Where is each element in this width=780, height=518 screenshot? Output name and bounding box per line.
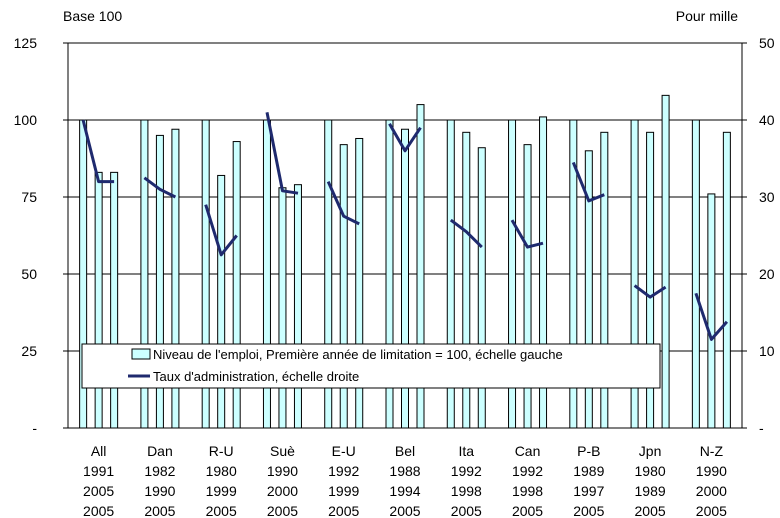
employment-bar xyxy=(722,131,731,429)
right-tick-label: 30 xyxy=(759,189,775,205)
rate-line xyxy=(449,218,483,249)
x-label-country: Bel xyxy=(395,443,415,459)
rate-lines xyxy=(81,112,729,341)
x-label-year: 2005 xyxy=(512,503,543,518)
employment-bar xyxy=(707,193,716,429)
employment-bar xyxy=(94,171,103,429)
x-label-year: 2005 xyxy=(83,483,114,499)
x-label-year: 2000 xyxy=(696,483,727,499)
plot-border xyxy=(67,42,743,429)
x-label-year: 2000 xyxy=(267,483,298,499)
rate-line xyxy=(388,123,422,153)
x-label-year: 1999 xyxy=(206,483,237,499)
left-tick-label: 25 xyxy=(21,343,37,359)
x-label-year: 1999 xyxy=(328,483,359,499)
rate-line xyxy=(265,112,299,195)
x-label-year: 1989 xyxy=(573,463,604,479)
left-tick-label: 75 xyxy=(21,189,37,205)
x-label-country: Jpn xyxy=(639,443,662,459)
x-label-year: 2005 xyxy=(573,503,604,518)
x-label-year: 1992 xyxy=(512,463,543,479)
employment-bar xyxy=(278,187,287,429)
x-label-country: Ita xyxy=(458,443,474,459)
rate-line xyxy=(633,284,667,299)
x-label-year: 1989 xyxy=(635,483,666,499)
legend-line-label: Taux d'administration, échelle droite xyxy=(153,369,359,384)
x-label-year: 1988 xyxy=(389,463,420,479)
left-tick-label: 50 xyxy=(21,266,37,282)
rate-line xyxy=(510,219,544,249)
left-tick-label: 100 xyxy=(14,112,38,128)
right-tick-label: 10 xyxy=(759,343,775,359)
employment-bar xyxy=(293,184,302,429)
plot-frame xyxy=(67,42,743,429)
legend-box xyxy=(81,343,661,389)
x-label-year: 1980 xyxy=(635,463,666,479)
x-label-year: 2005 xyxy=(389,503,420,518)
x-label-year: 1990 xyxy=(267,463,298,479)
x-label-year: 2005 xyxy=(451,503,482,518)
x-label-year: 2005 xyxy=(696,503,727,518)
x-label-year: 1980 xyxy=(206,463,237,479)
x-label-year: 1990 xyxy=(144,483,175,499)
rate-line xyxy=(204,204,238,257)
x-label-year: 2005 xyxy=(267,503,298,518)
x-label-country: Dan xyxy=(147,443,173,459)
right-axis-unit: Pour mille xyxy=(676,8,738,24)
x-label-country: N-Z xyxy=(700,443,724,459)
legend-bar-swatch xyxy=(131,348,151,360)
x-label-year: 1998 xyxy=(451,483,482,499)
employment-bar xyxy=(661,94,670,429)
x-label-year: 1990 xyxy=(696,463,727,479)
x-label-year: 2005 xyxy=(328,503,359,518)
right-tick-label: 50 xyxy=(759,35,775,51)
employment-bar xyxy=(217,174,226,429)
x-label-country: P-B xyxy=(577,443,600,459)
rate-line xyxy=(143,176,177,199)
rate-line xyxy=(81,119,115,184)
x-label-year: 1982 xyxy=(144,463,175,479)
employment-bar xyxy=(691,119,700,429)
left-axis-unit: Base 100 xyxy=(63,8,122,24)
x-label-year: 1992 xyxy=(328,463,359,479)
x-label-year: 2005 xyxy=(206,503,237,518)
legend: Niveau de l'emploi, Première année de li… xyxy=(81,343,661,389)
right-tick-label: - xyxy=(759,420,764,436)
x-label-year: 2005 xyxy=(635,503,666,518)
x-label-year: 2005 xyxy=(83,503,114,518)
x-label-year: 1992 xyxy=(451,463,482,479)
x-label-country: Can xyxy=(515,443,541,459)
x-axis-labels: All 1991 2005 2005 Dan 1982 1990 2005 R-U 1980 199… xyxy=(83,443,727,518)
left-tick-label: - xyxy=(32,420,37,436)
left-tick-label: 125 xyxy=(14,35,38,51)
x-label-country: R-U xyxy=(209,443,234,459)
x-label-country: E-U xyxy=(332,443,356,459)
axis-ticks: - 25 50 75 100 125 - 10 20 30 40 50 xyxy=(14,35,775,436)
right-tick-label: 40 xyxy=(759,112,775,128)
rate-line xyxy=(694,292,729,341)
x-label-year: 1998 xyxy=(512,483,543,499)
x-label-year: 2005 xyxy=(144,503,175,518)
legend-bar-label: Niveau de l'emploi, Première année de li… xyxy=(153,347,563,362)
right-tick-label: 20 xyxy=(759,266,775,282)
rate-line xyxy=(326,180,360,226)
x-label-year: 1994 xyxy=(389,483,420,499)
x-label-year: 1997 xyxy=(573,483,604,499)
employment-bar xyxy=(110,171,119,429)
x-label-country: Suè xyxy=(270,443,295,459)
x-label-country: All xyxy=(91,443,107,459)
rate-line xyxy=(571,161,605,203)
x-label-year: 1991 xyxy=(83,463,114,479)
